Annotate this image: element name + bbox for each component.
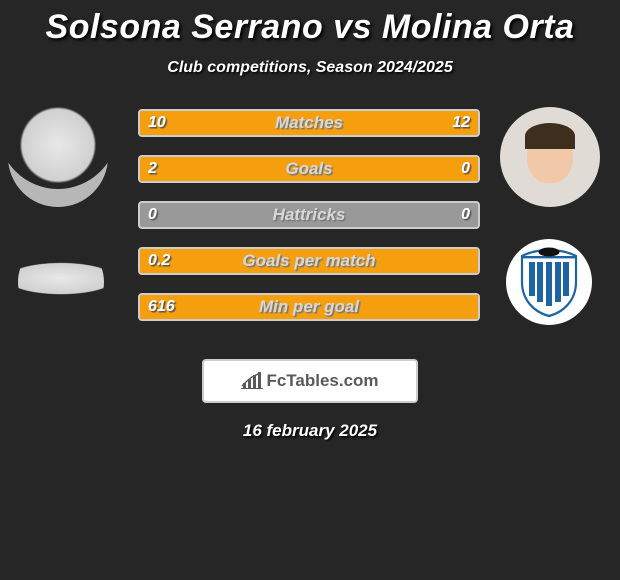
stat-row: Goals20 <box>138 155 480 183</box>
stat-row: Min per goal616 <box>138 293 480 321</box>
stat-value-left: 0 <box>148 206 157 224</box>
comparison-area: Matches1012 Goals20 Hattricks0 0 Goals per m… <box>0 107 620 347</box>
subtitle: Club competitions, Season 2024/2025 <box>0 59 620 77</box>
stat-fill-left <box>140 157 478 181</box>
club-right-badge <box>506 239 592 325</box>
bar-chart-icon <box>241 372 263 390</box>
stat-row: Matches1012 <box>138 109 480 137</box>
stat-value-right: 0 <box>461 206 470 224</box>
stat-fill-left <box>140 111 294 135</box>
stat-label: Hattricks <box>140 205 478 225</box>
brand-text: FcTables.com <box>266 371 378 391</box>
page-title: Solsona Serrano vs Molina Orta <box>0 0 620 47</box>
stat-fill-right <box>294 111 478 135</box>
player-right-avatar <box>500 107 600 207</box>
player-left-avatar <box>8 107 108 207</box>
date-label: 16 february 2025 <box>0 421 620 441</box>
stat-row: Hattricks0 0 <box>138 201 480 229</box>
stat-fill-left <box>140 295 478 319</box>
stat-fill-left <box>140 249 478 273</box>
stat-row: Goals per match0.2 <box>138 247 480 275</box>
club-left-badge <box>18 239 104 325</box>
stat-bars: Matches1012 Goals20 Hattricks0 0 Goals per m… <box>138 109 480 339</box>
shield-badge-icon <box>518 246 580 318</box>
brand-badge: FcTables.com <box>202 359 418 403</box>
